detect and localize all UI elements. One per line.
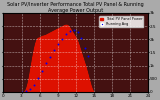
Point	[86, 56, 89, 57]
Point	[20, 91, 23, 92]
Legend: Total PV Panel Power, Running Avg: Total PV Panel Power, Running Avg	[99, 16, 143, 27]
Point	[36, 77, 39, 79]
Point	[48, 56, 51, 57]
Title: Solar PV/Inverter Performance Total PV Panel & Running Average Power Output: Solar PV/Inverter Performance Total PV P…	[7, 2, 144, 13]
Point	[68, 30, 71, 32]
Point	[32, 84, 35, 86]
Point	[64, 34, 67, 35]
Point	[56, 43, 59, 45]
Point	[28, 88, 31, 90]
Point	[80, 37, 83, 39]
Point	[84, 48, 86, 49]
Point	[24, 90, 27, 92]
Point	[76, 31, 79, 33]
Point	[60, 38, 63, 40]
Point	[72, 29, 75, 31]
Point	[52, 49, 55, 51]
Point	[44, 63, 47, 64]
Point	[40, 70, 43, 72]
